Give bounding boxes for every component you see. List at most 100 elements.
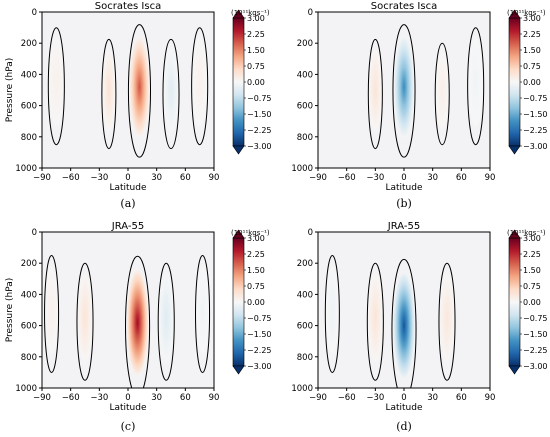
y-tick-label: 400 xyxy=(21,290,37,300)
y-axis-label: Pressure (hPa) xyxy=(5,58,15,123)
contour-cell xyxy=(158,271,174,365)
contour-cell xyxy=(392,269,416,382)
field xyxy=(324,255,456,388)
colorbar-tick-label: 0.75 xyxy=(247,62,265,71)
x-axis-label: Latitude xyxy=(385,403,423,413)
contour-cell xyxy=(468,35,484,130)
x-tick-label: −60 xyxy=(338,173,356,183)
zero-contour xyxy=(127,24,152,158)
contour-cell xyxy=(195,263,210,357)
x-tick-label: 90 xyxy=(485,173,496,183)
panel-title: JRA-55 xyxy=(387,221,420,232)
x-tick-label: 60 xyxy=(456,393,467,403)
contour-cell xyxy=(439,271,455,365)
panel-caption: (d) xyxy=(396,420,412,433)
colorbar xyxy=(508,237,521,367)
x-tick-label: −30 xyxy=(366,393,384,403)
x-tick-label: −30 xyxy=(90,173,108,183)
colorbar-tick-label: 3.00 xyxy=(523,234,541,243)
zero-contour xyxy=(191,27,209,146)
colorbar-tick-label: −3.00 xyxy=(247,362,272,371)
y-tick-label: 800 xyxy=(21,353,37,363)
zero-contour xyxy=(125,255,151,388)
contour-cell xyxy=(163,46,179,134)
zero-contour xyxy=(44,255,60,373)
colorbar-extend-top xyxy=(232,229,245,239)
y-tick-label: 1000 xyxy=(291,164,313,174)
y-tick-label: 0 xyxy=(308,8,313,18)
panel-a: Socrates Isca−90 −60 −30 0 30 60 90Latitude020… xyxy=(5,1,272,210)
panel-c: JRA-55−90 −60 −30 0 30 60 90Latitude0200400600… xyxy=(5,221,272,433)
colorbar-tick-label: 2.25 xyxy=(247,30,265,39)
colorbar-tick-label: 3.00 xyxy=(247,234,265,243)
zero-contour xyxy=(324,255,340,373)
x-tick-label: 90 xyxy=(209,393,220,403)
contour-cell xyxy=(368,46,383,134)
contour-cell xyxy=(48,35,64,130)
colorbar-tick-label: −0.75 xyxy=(523,94,548,103)
panel-caption: (c) xyxy=(121,420,136,433)
x-tick-label: 90 xyxy=(485,393,496,403)
zero-contour xyxy=(195,255,211,373)
zero-contour xyxy=(438,262,456,381)
zero-contour xyxy=(367,38,383,150)
zero-contour xyxy=(157,262,175,381)
contour-cell xyxy=(325,263,340,357)
colorbar-extend-top xyxy=(508,229,521,239)
y-tick-label: 0 xyxy=(32,8,37,18)
x-tick-label: 30 xyxy=(151,173,162,183)
y-axis-label: Pressure (hPa) xyxy=(5,278,15,343)
x-tick-label: −90 xyxy=(309,173,327,183)
colorbar-extend-bottom xyxy=(508,145,521,155)
contour-cell xyxy=(367,271,383,365)
x-tick-label: −90 xyxy=(309,393,327,403)
x-tick-label: 60 xyxy=(456,173,467,183)
zero-contour xyxy=(76,262,94,381)
contour-cell xyxy=(128,33,150,140)
x-axis-label: Latitude xyxy=(385,183,423,193)
contour-cell xyxy=(126,266,150,379)
colorbar-extend-top xyxy=(232,9,245,19)
panel-b: Socrates Isca−90 −60 −30 0 30 60 90Latitude020… xyxy=(291,1,547,210)
colorbar-extend-bottom xyxy=(232,145,245,155)
colorbar-tick-label: 0.75 xyxy=(247,282,265,291)
x-axis-label: Latitude xyxy=(109,403,147,413)
y-tick-label: 600 xyxy=(297,102,313,112)
x-tick-label: −90 xyxy=(33,393,51,403)
x-tick-label: −60 xyxy=(338,393,356,403)
panel-title: JRA-55 xyxy=(111,221,144,232)
colorbar-tick-label: −2.25 xyxy=(247,126,272,135)
y-tick-label: 1000 xyxy=(291,384,313,394)
contour-cell xyxy=(77,271,93,365)
y-tick-label: 0 xyxy=(32,228,37,238)
y-tick-label: 200 xyxy=(297,39,313,49)
colorbar-tick-label: 2.25 xyxy=(523,30,541,39)
colorbar-tick-label: −2.25 xyxy=(523,346,548,355)
field xyxy=(44,255,211,388)
zero-contour xyxy=(392,24,416,158)
colorbar-tick-label: 2.25 xyxy=(523,250,541,259)
y-tick-label: 400 xyxy=(297,70,313,80)
x-tick-label: −30 xyxy=(90,393,108,403)
colorbar-tick-label: −2.25 xyxy=(523,126,548,135)
x-axis-label: Latitude xyxy=(109,183,147,193)
colorbar-tick-label: −2.25 xyxy=(247,346,272,355)
panel-caption: (b) xyxy=(396,197,412,210)
contour-cell xyxy=(435,49,449,131)
colorbar-tick-label: 0.00 xyxy=(247,78,265,87)
colorbar-tick-label: −1.50 xyxy=(523,110,548,119)
panel-d: JRA-55−90 −60 −30 0 30 60 90Latitude0200400600… xyxy=(291,221,547,433)
y-tick-label: 600 xyxy=(21,102,37,112)
x-tick-label: 0 xyxy=(125,393,130,403)
colorbar-tick-label: 3.00 xyxy=(247,14,265,23)
colorbar-tick-label: 3.00 xyxy=(523,14,541,23)
colorbar-unit: (10¹¹kgs⁻¹) xyxy=(507,9,546,17)
colorbar-tick-label: −1.50 xyxy=(247,110,272,119)
y-tick-label: 600 xyxy=(297,322,313,332)
x-tick-label: 60 xyxy=(180,173,191,183)
x-tick-label: −60 xyxy=(62,393,80,403)
zero-contour xyxy=(391,258,417,388)
y-tick-label: 400 xyxy=(297,290,313,300)
zero-contour xyxy=(47,27,65,146)
y-tick-label: 1000 xyxy=(15,384,37,394)
